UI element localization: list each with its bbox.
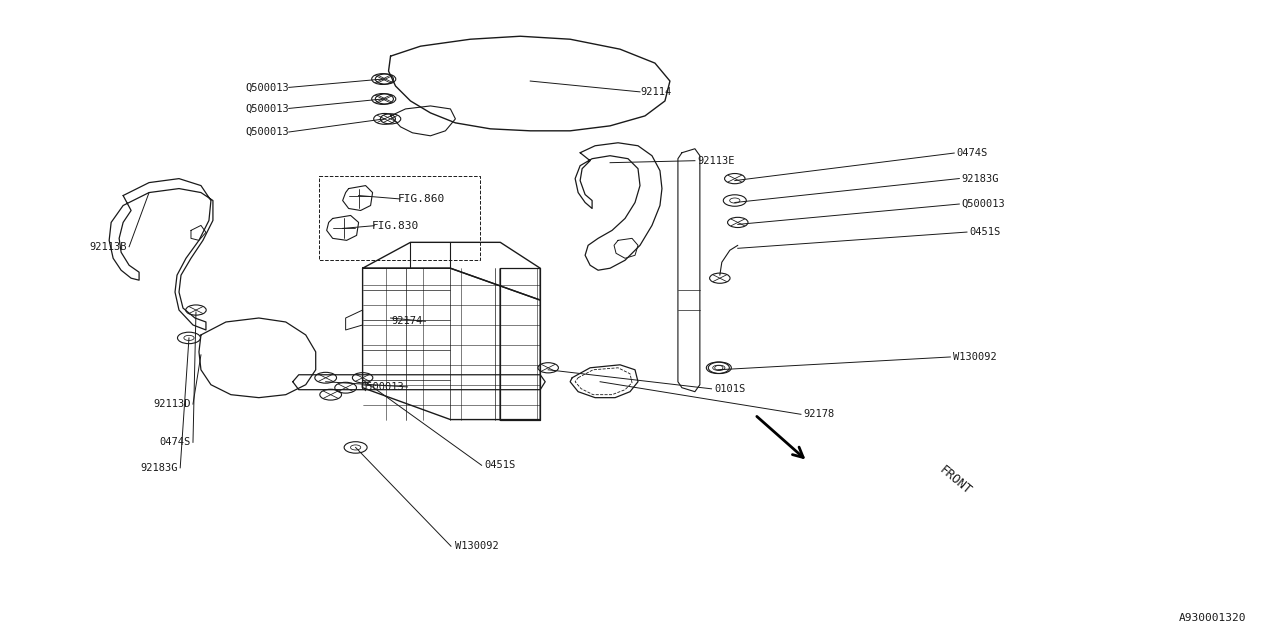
Text: Q500013: Q500013 — [360, 382, 403, 392]
Text: Q500013: Q500013 — [244, 127, 289, 137]
Text: 92114: 92114 — [640, 87, 671, 97]
Text: W130092: W130092 — [952, 352, 997, 362]
Text: 0474S: 0474S — [956, 148, 988, 158]
Text: Q500013: Q500013 — [244, 83, 289, 92]
Text: 92183G: 92183G — [961, 173, 1000, 184]
Text: 92183G: 92183G — [140, 463, 178, 473]
Text: 92113D: 92113D — [152, 399, 191, 409]
Text: FRONT: FRONT — [936, 463, 973, 498]
Text: FIG.830: FIG.830 — [371, 221, 419, 230]
Text: FIG.860: FIG.860 — [397, 194, 444, 204]
Text: W130092: W130092 — [454, 541, 498, 551]
Text: Q500013: Q500013 — [961, 199, 1006, 209]
Text: 0474S: 0474S — [159, 437, 191, 447]
Text: 0451S: 0451S — [969, 227, 1001, 237]
Text: 0451S: 0451S — [484, 460, 516, 470]
Text: 92178: 92178 — [804, 410, 835, 419]
Text: 92174: 92174 — [392, 316, 422, 326]
Text: 92113E: 92113E — [698, 156, 735, 166]
Text: 92113B: 92113B — [90, 242, 127, 252]
Text: Q500013: Q500013 — [244, 104, 289, 113]
Text: A930001320: A930001320 — [1179, 612, 1247, 623]
Text: 0101S: 0101S — [714, 384, 745, 394]
